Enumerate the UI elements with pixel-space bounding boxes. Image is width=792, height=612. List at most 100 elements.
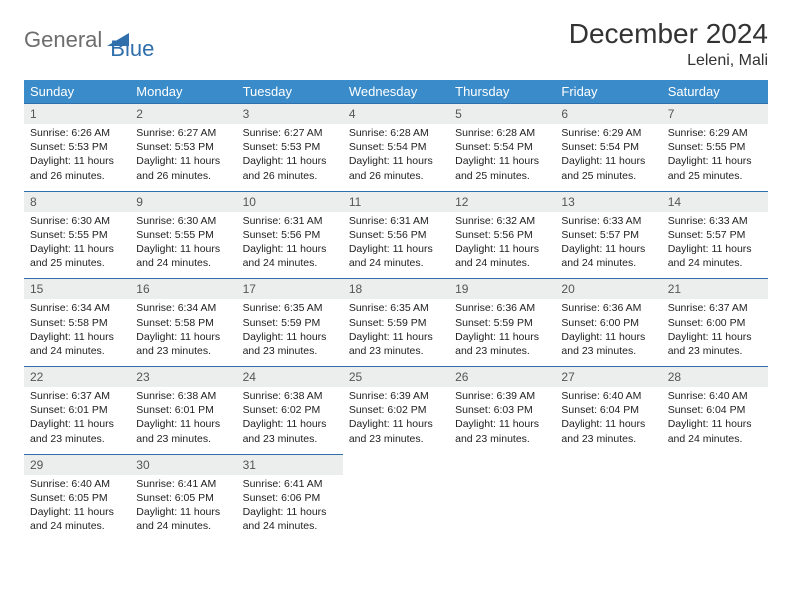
day-details: Sunrise: 6:33 AMSunset: 5:57 PMDaylight:… <box>662 212 768 279</box>
calendar-cell: 17Sunrise: 6:35 AMSunset: 5:59 PMDayligh… <box>237 279 343 367</box>
day-number: 14 <box>662 192 768 212</box>
day-details: Sunrise: 6:41 AMSunset: 6:05 PMDaylight:… <box>130 475 236 542</box>
calendar-week-row: 29Sunrise: 6:40 AMSunset: 6:05 PMDayligh… <box>24 454 768 541</box>
calendar-week-row: 8Sunrise: 6:30 AMSunset: 5:55 PMDaylight… <box>24 191 768 279</box>
day-number: 4 <box>343 104 449 124</box>
day-number: 1 <box>24 104 130 124</box>
day-details: Sunrise: 6:39 AMSunset: 6:02 PMDaylight:… <box>343 387 449 454</box>
day-details: Sunrise: 6:40 AMSunset: 6:04 PMDaylight:… <box>555 387 661 454</box>
weekday-header: Tuesday <box>237 80 343 104</box>
day-number: 9 <box>130 192 236 212</box>
calendar-cell: 27Sunrise: 6:40 AMSunset: 6:04 PMDayligh… <box>555 367 661 455</box>
weekday-header: Sunday <box>24 80 130 104</box>
day-number: 31 <box>237 455 343 475</box>
day-details: Sunrise: 6:27 AMSunset: 5:53 PMDaylight:… <box>237 124 343 191</box>
calendar-cell: 22Sunrise: 6:37 AMSunset: 6:01 PMDayligh… <box>24 367 130 455</box>
day-number: 15 <box>24 279 130 299</box>
day-number: 20 <box>555 279 661 299</box>
calendar-cell: 16Sunrise: 6:34 AMSunset: 5:58 PMDayligh… <box>130 279 236 367</box>
calendar-cell: 29Sunrise: 6:40 AMSunset: 6:05 PMDayligh… <box>24 454 130 541</box>
day-details: Sunrise: 6:26 AMSunset: 5:53 PMDaylight:… <box>24 124 130 191</box>
day-details: Sunrise: 6:28 AMSunset: 5:54 PMDaylight:… <box>449 124 555 191</box>
calendar-cell: 28Sunrise: 6:40 AMSunset: 6:04 PMDayligh… <box>662 367 768 455</box>
calendar-cell: 1Sunrise: 6:26 AMSunset: 5:53 PMDaylight… <box>24 104 130 192</box>
logo: General Blue <box>24 18 154 62</box>
calendar-cell: 4Sunrise: 6:28 AMSunset: 5:54 PMDaylight… <box>343 104 449 192</box>
title-block: December 2024 Leleni, Mali <box>569 18 768 70</box>
day-details: Sunrise: 6:38 AMSunset: 6:01 PMDaylight:… <box>130 387 236 454</box>
weekday-header: Friday <box>555 80 661 104</box>
day-details: Sunrise: 6:38 AMSunset: 6:02 PMDaylight:… <box>237 387 343 454</box>
calendar-cell: .. <box>449 454 555 541</box>
day-details: Sunrise: 6:36 AMSunset: 5:59 PMDaylight:… <box>449 299 555 366</box>
day-details: Sunrise: 6:35 AMSunset: 5:59 PMDaylight:… <box>237 299 343 366</box>
calendar-cell: 31Sunrise: 6:41 AMSunset: 6:06 PMDayligh… <box>237 454 343 541</box>
day-details: Sunrise: 6:37 AMSunset: 6:00 PMDaylight:… <box>662 299 768 366</box>
day-number: 30 <box>130 455 236 475</box>
calendar-table: SundayMondayTuesdayWednesdayThursdayFrid… <box>24 80 768 541</box>
day-number: 22 <box>24 367 130 387</box>
day-details: Sunrise: 6:28 AMSunset: 5:54 PMDaylight:… <box>343 124 449 191</box>
day-details: Sunrise: 6:31 AMSunset: 5:56 PMDaylight:… <box>343 212 449 279</box>
day-number: 24 <box>237 367 343 387</box>
calendar-cell: 2Sunrise: 6:27 AMSunset: 5:53 PMDaylight… <box>130 104 236 192</box>
day-details: Sunrise: 6:35 AMSunset: 5:59 PMDaylight:… <box>343 299 449 366</box>
calendar-cell: 24Sunrise: 6:38 AMSunset: 6:02 PMDayligh… <box>237 367 343 455</box>
day-number: 11 <box>343 192 449 212</box>
day-number: 17 <box>237 279 343 299</box>
calendar-cell: .. <box>555 454 661 541</box>
day-number: 26 <box>449 367 555 387</box>
day-number: 5 <box>449 104 555 124</box>
day-number: 21 <box>662 279 768 299</box>
day-number: 7 <box>662 104 768 124</box>
logo-text-general: General <box>24 27 102 53</box>
calendar-cell: 13Sunrise: 6:33 AMSunset: 5:57 PMDayligh… <box>555 191 661 279</box>
calendar-cell: 20Sunrise: 6:36 AMSunset: 6:00 PMDayligh… <box>555 279 661 367</box>
day-number: 27 <box>555 367 661 387</box>
calendar-cell: 12Sunrise: 6:32 AMSunset: 5:56 PMDayligh… <box>449 191 555 279</box>
calendar-cell: 23Sunrise: 6:38 AMSunset: 6:01 PMDayligh… <box>130 367 236 455</box>
weekday-header: Thursday <box>449 80 555 104</box>
day-details: Sunrise: 6:30 AMSunset: 5:55 PMDaylight:… <box>24 212 130 279</box>
calendar-cell: 10Sunrise: 6:31 AMSunset: 5:56 PMDayligh… <box>237 191 343 279</box>
day-number: 29 <box>24 455 130 475</box>
day-details: Sunrise: 6:34 AMSunset: 5:58 PMDaylight:… <box>130 299 236 366</box>
logo-text-blue: Blue <box>110 36 154 62</box>
calendar-week-row: 1Sunrise: 6:26 AMSunset: 5:53 PMDaylight… <box>24 104 768 192</box>
day-details: Sunrise: 6:40 AMSunset: 6:04 PMDaylight:… <box>662 387 768 454</box>
day-details: Sunrise: 6:41 AMSunset: 6:06 PMDaylight:… <box>237 475 343 542</box>
day-details: Sunrise: 6:36 AMSunset: 6:00 PMDaylight:… <box>555 299 661 366</box>
calendar-week-row: 15Sunrise: 6:34 AMSunset: 5:58 PMDayligh… <box>24 279 768 367</box>
day-number: 6 <box>555 104 661 124</box>
calendar-week-row: 22Sunrise: 6:37 AMSunset: 6:01 PMDayligh… <box>24 367 768 455</box>
calendar-cell: 11Sunrise: 6:31 AMSunset: 5:56 PMDayligh… <box>343 191 449 279</box>
day-details: Sunrise: 6:29 AMSunset: 5:54 PMDaylight:… <box>555 124 661 191</box>
calendar-cell: 18Sunrise: 6:35 AMSunset: 5:59 PMDayligh… <box>343 279 449 367</box>
day-number: 2 <box>130 104 236 124</box>
calendar-cell: 6Sunrise: 6:29 AMSunset: 5:54 PMDaylight… <box>555 104 661 192</box>
calendar-cell: 25Sunrise: 6:39 AMSunset: 6:02 PMDayligh… <box>343 367 449 455</box>
location-label: Leleni, Mali <box>569 52 768 70</box>
calendar-header-row: SundayMondayTuesdayWednesdayThursdayFrid… <box>24 80 768 104</box>
weekday-header: Monday <box>130 80 236 104</box>
calendar-cell: 14Sunrise: 6:33 AMSunset: 5:57 PMDayligh… <box>662 191 768 279</box>
day-number: 8 <box>24 192 130 212</box>
calendar-cell: 7Sunrise: 6:29 AMSunset: 5:55 PMDaylight… <box>662 104 768 192</box>
weekday-header: Wednesday <box>343 80 449 104</box>
day-number: 13 <box>555 192 661 212</box>
calendar-cell: 9Sunrise: 6:30 AMSunset: 5:55 PMDaylight… <box>130 191 236 279</box>
day-details: Sunrise: 6:33 AMSunset: 5:57 PMDaylight:… <box>555 212 661 279</box>
day-number: 3 <box>237 104 343 124</box>
header: General Blue December 2024 Leleni, Mali <box>24 18 768 70</box>
calendar-cell: .. <box>662 454 768 541</box>
calendar-cell: 3Sunrise: 6:27 AMSunset: 5:53 PMDaylight… <box>237 104 343 192</box>
calendar-cell: 8Sunrise: 6:30 AMSunset: 5:55 PMDaylight… <box>24 191 130 279</box>
day-number: 28 <box>662 367 768 387</box>
calendar-cell: 26Sunrise: 6:39 AMSunset: 6:03 PMDayligh… <box>449 367 555 455</box>
day-details: Sunrise: 6:39 AMSunset: 6:03 PMDaylight:… <box>449 387 555 454</box>
day-details: Sunrise: 6:34 AMSunset: 5:58 PMDaylight:… <box>24 299 130 366</box>
day-number: 19 <box>449 279 555 299</box>
calendar-cell: 21Sunrise: 6:37 AMSunset: 6:00 PMDayligh… <box>662 279 768 367</box>
day-number: 18 <box>343 279 449 299</box>
day-details: Sunrise: 6:30 AMSunset: 5:55 PMDaylight:… <box>130 212 236 279</box>
